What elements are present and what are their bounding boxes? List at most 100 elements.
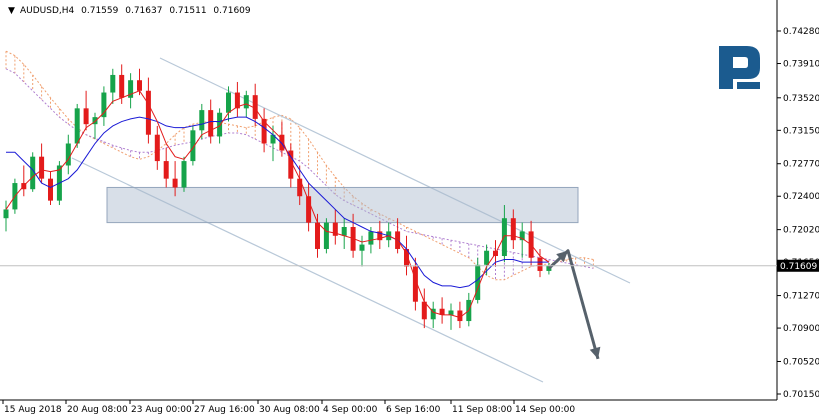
candle <box>163 147 169 188</box>
candle <box>537 248 543 278</box>
candle <box>546 263 552 275</box>
candle-body <box>163 161 169 179</box>
candle-body <box>315 222 320 249</box>
time-tick-label: 15 Aug 2018 <box>4 405 62 415</box>
candle-body <box>145 90 151 135</box>
candle <box>430 301 436 329</box>
candle <box>65 134 71 175</box>
candle-body <box>457 310 463 322</box>
logo-mark <box>719 46 760 89</box>
price-tick-label: 0.72400 <box>783 192 819 202</box>
time-tick-label: 14 Sep 00:00 <box>515 405 575 415</box>
candle <box>181 156 187 192</box>
candle-body <box>74 108 80 144</box>
candle <box>101 86 107 126</box>
candle-body <box>368 231 374 245</box>
candle-body <box>288 150 294 179</box>
candle-body <box>430 308 436 320</box>
time-tick-label: 23 Aug 00:00 <box>131 405 192 415</box>
time-tick-label: 11 Sep 08:00 <box>452 405 512 415</box>
price-tick-label: 0.72020 <box>783 226 819 236</box>
candle <box>448 303 454 330</box>
candle-body <box>439 308 445 315</box>
candle-body <box>510 218 516 241</box>
candle-body <box>190 130 196 162</box>
candle <box>341 218 347 249</box>
current-price-text: 0.71609 <box>780 262 817 272</box>
logo-bar <box>737 82 760 89</box>
candle-body <box>208 110 214 137</box>
senkou-span-a-line <box>5 50 594 281</box>
candle-body <box>448 310 454 315</box>
plot-background <box>0 0 777 400</box>
candle-body <box>332 222 338 236</box>
candle <box>519 222 525 258</box>
candle-body <box>412 266 418 302</box>
candle <box>377 220 383 249</box>
candle-body <box>484 250 490 265</box>
candle <box>261 108 267 153</box>
candle-body <box>154 134 160 162</box>
candle <box>234 81 240 118</box>
time-tick-label: 4 Sep 00:00 <box>323 405 378 415</box>
candle <box>484 244 490 276</box>
candle-body <box>137 80 142 91</box>
candle-body <box>39 156 45 179</box>
candle <box>421 288 427 329</box>
candle <box>145 77 151 144</box>
candle <box>226 86 231 122</box>
candle-body <box>234 92 240 109</box>
candle <box>315 213 320 258</box>
candle-body <box>101 92 107 118</box>
candle-body <box>537 257 543 271</box>
roboforex-logo-icon <box>719 46 760 89</box>
forecast-arrowhead-up <box>556 250 568 263</box>
price-tick-label: 0.71270 <box>783 292 819 302</box>
candle <box>74 103 80 148</box>
indicator-lines <box>5 90 550 319</box>
candle-body <box>172 178 178 188</box>
time-axis-ticks: 15 Aug 2018 20 Aug 08:00 23 Aug 00:00 27 Au… <box>2 400 575 415</box>
candle <box>288 143 294 188</box>
candle-body <box>359 244 365 251</box>
candle-body <box>501 218 507 257</box>
candle-body <box>30 156 36 190</box>
chart-header: AUDUSD,H4 0.71559 0.71637 0.71511 0.7160… <box>20 6 251 16</box>
candle <box>172 161 178 197</box>
candle <box>39 143 45 184</box>
candle <box>199 103 205 140</box>
symbol-timeframe: AUDUSD,H4 <box>20 6 75 16</box>
candle <box>252 83 258 126</box>
candle-body <box>199 110 205 131</box>
candle <box>3 200 9 232</box>
forecast-arrow <box>547 249 601 360</box>
candle <box>270 125 276 162</box>
candle <box>323 218 329 254</box>
price-tick-label: 0.73520 <box>783 94 819 104</box>
price-tick-label: 0.70520 <box>783 357 819 367</box>
resistance-zone <box>106 186 579 224</box>
candle-body <box>297 178 303 197</box>
candle <box>359 235 365 267</box>
time-tick-label: 6 Sep 16:00 <box>386 405 441 415</box>
candle-body <box>3 209 9 219</box>
candle-body <box>65 143 71 166</box>
candle-body <box>128 80 134 98</box>
tenkan-sen-line <box>5 90 550 319</box>
candle-body <box>341 227 347 236</box>
current-price-box <box>777 259 819 272</box>
price-tick-label: 0.73150 <box>783 126 819 136</box>
candle-body <box>181 161 187 188</box>
candle <box>404 235 409 276</box>
candle <box>412 257 418 311</box>
candle <box>439 297 445 324</box>
price-tick-label: 0.74280 <box>783 27 819 37</box>
candle-body <box>119 74 125 98</box>
candle <box>92 112 98 140</box>
candle-body <box>48 178 53 201</box>
candle <box>306 183 312 232</box>
collapse-arrow-icon[interactable]: ▼ <box>8 6 15 16</box>
channel-lower-line <box>71 157 544 383</box>
candle <box>48 171 53 206</box>
candle-body <box>421 301 427 320</box>
